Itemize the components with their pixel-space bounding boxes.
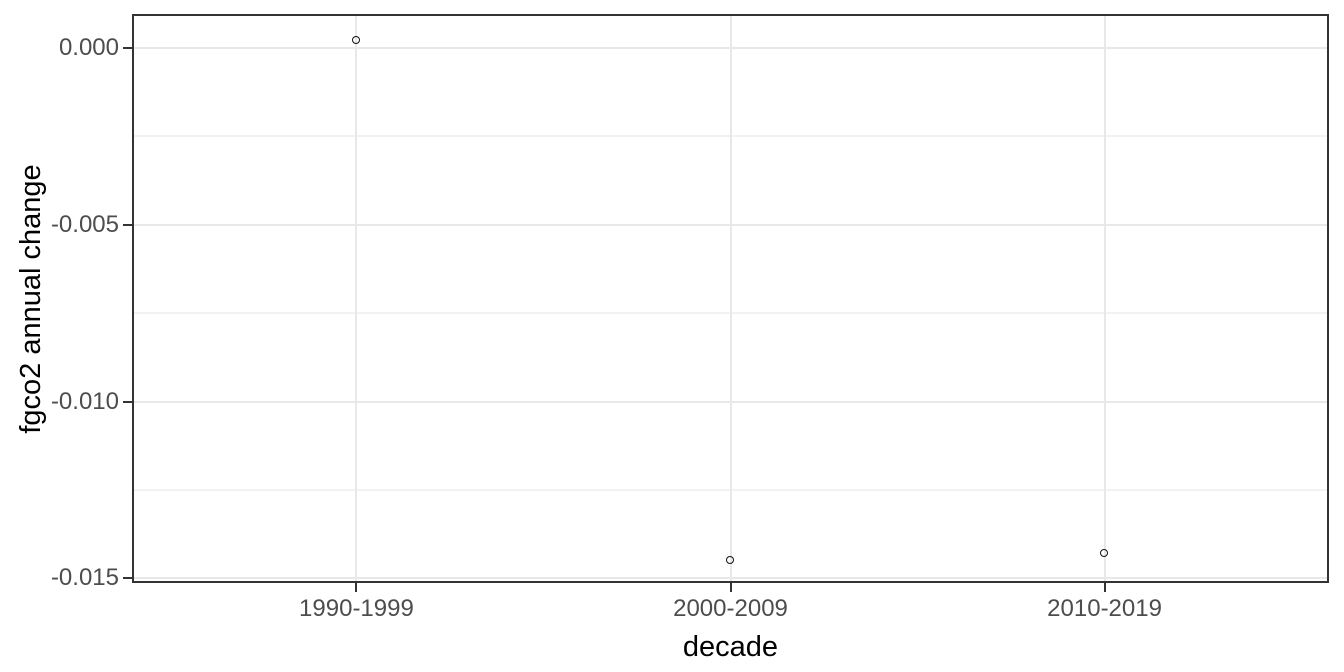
data-point [351,36,360,45]
gridline-major-vertical [355,14,358,583]
x-axis-tick [1103,583,1106,592]
gridline-major-vertical [729,14,732,583]
x-axis-tick [355,583,358,592]
y-tick-label: 0.000 [58,33,119,61]
y-axis-tick [123,46,132,49]
gridline-major-vertical [1103,14,1106,583]
x-axis-tick [729,583,732,592]
y-axis-tick [123,577,132,580]
y-axis-tick [123,400,132,403]
y-tick-label: -0.015 [50,564,119,592]
x-tick-label: 2010-2019 [1047,595,1162,622]
plot-panel [132,14,1329,583]
data-point [725,556,734,565]
x-tick-label: 2000-2009 [673,595,788,622]
y-axis-title: fgco2 annual change [15,164,47,434]
y-axis-tick [123,223,132,226]
x-tick-label: 1990-1999 [299,595,414,622]
x-axis-title: decade [682,631,779,663]
data-point [1099,549,1108,558]
y-tick-label: -0.010 [50,387,119,415]
y-tick-label: -0.005 [50,210,119,238]
